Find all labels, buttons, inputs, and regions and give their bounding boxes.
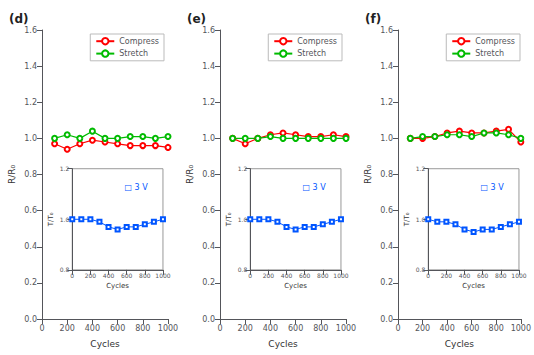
svg-text:T/T₀: T/T₀ xyxy=(403,212,411,227)
svg-text:1.6: 1.6 xyxy=(380,26,393,35)
svg-text:T/T₀: T/T₀ xyxy=(47,212,55,227)
svg-text:Cycles: Cycles xyxy=(90,339,120,349)
svg-text:R/R₀: R/R₀ xyxy=(185,165,195,185)
svg-text:(f): (f) xyxy=(365,12,381,26)
svg-text:200: 200 xyxy=(415,324,430,333)
svg-text:800: 800 xyxy=(135,324,150,333)
svg-text:1.0: 1.0 xyxy=(380,134,393,143)
svg-text:0.2: 0.2 xyxy=(24,278,37,287)
svg-text:Stretch: Stretch xyxy=(475,49,504,58)
svg-text:R/R₀: R/R₀ xyxy=(7,165,17,185)
svg-text:0: 0 xyxy=(395,324,400,333)
svg-text:Compress: Compress xyxy=(475,37,515,46)
svg-text:Stretch: Stretch xyxy=(119,49,148,58)
svg-text:1.4: 1.4 xyxy=(24,62,37,71)
svg-text:1000: 1000 xyxy=(511,272,526,279)
svg-text:Stretch: Stretch xyxy=(297,49,326,58)
svg-text:0.0: 0.0 xyxy=(380,315,393,324)
svg-text:1000: 1000 xyxy=(155,272,170,279)
svg-text:1.2: 1.2 xyxy=(60,165,70,172)
svg-text:Cycles: Cycles xyxy=(268,339,298,349)
svg-text:0: 0 xyxy=(39,324,44,333)
svg-text:400: 400 xyxy=(439,324,454,333)
svg-text:200: 200 xyxy=(85,272,97,279)
svg-text:400: 400 xyxy=(459,272,471,279)
svg-text:1.2: 1.2 xyxy=(380,98,393,107)
svg-text:800: 800 xyxy=(139,272,151,279)
svg-text:0: 0 xyxy=(70,272,74,279)
svg-text:1.2: 1.2 xyxy=(238,165,248,172)
svg-text:800: 800 xyxy=(313,324,328,333)
svg-text:0: 0 xyxy=(217,324,222,333)
svg-text:0.8: 0.8 xyxy=(24,170,37,179)
svg-text:Cycles: Cycles xyxy=(445,339,475,349)
svg-text:1.0: 1.0 xyxy=(416,216,426,223)
svg-text:0: 0 xyxy=(426,272,430,279)
svg-text:0.8: 0.8 xyxy=(380,170,393,179)
svg-text:0.8: 0.8 xyxy=(60,266,70,273)
svg-text:1.0: 1.0 xyxy=(60,216,70,223)
svg-text:1000: 1000 xyxy=(158,324,178,333)
svg-text:200: 200 xyxy=(238,324,253,333)
svg-text:0.8: 0.8 xyxy=(238,266,248,273)
svg-text:T/T₀: T/T₀ xyxy=(225,212,233,227)
svg-text:0.2: 0.2 xyxy=(380,278,393,287)
svg-text:400: 400 xyxy=(281,272,293,279)
svg-text:400: 400 xyxy=(103,272,115,279)
svg-text:200: 200 xyxy=(441,272,453,279)
svg-text:600: 600 xyxy=(464,324,479,333)
svg-text:600: 600 xyxy=(121,272,133,279)
svg-text:Compress: Compress xyxy=(119,37,159,46)
svg-text:0.4: 0.4 xyxy=(380,242,393,251)
svg-text:(d): (d) xyxy=(9,12,29,26)
svg-text:600: 600 xyxy=(299,272,311,279)
svg-text:Cycles: Cycles xyxy=(284,282,307,290)
svg-text:1000: 1000 xyxy=(336,324,356,333)
svg-text:600: 600 xyxy=(477,272,489,279)
svg-text:Cycles: Cycles xyxy=(462,282,485,290)
svg-text:□ 3 V: □ 3 V xyxy=(302,183,326,192)
svg-text:1.0: 1.0 xyxy=(24,134,37,143)
svg-text:800: 800 xyxy=(495,272,507,279)
svg-text:□ 3 V: □ 3 V xyxy=(480,183,504,192)
svg-text:800: 800 xyxy=(317,272,329,279)
svg-text:0.8: 0.8 xyxy=(416,266,426,273)
svg-text:Cycles: Cycles xyxy=(106,282,129,290)
svg-text:0.8: 0.8 xyxy=(202,170,215,179)
svg-text:0.6: 0.6 xyxy=(202,206,215,215)
svg-text:□ 3 V: □ 3 V xyxy=(124,183,148,192)
svg-text:1.2: 1.2 xyxy=(24,98,37,107)
svg-text:600: 600 xyxy=(110,324,125,333)
svg-text:0.4: 0.4 xyxy=(24,242,37,251)
svg-text:Compress: Compress xyxy=(297,37,337,46)
svg-text:1.6: 1.6 xyxy=(202,26,215,35)
svg-text:0.4: 0.4 xyxy=(202,242,215,251)
svg-text:200: 200 xyxy=(60,324,75,333)
svg-text:1.0: 1.0 xyxy=(238,216,248,223)
svg-text:1.4: 1.4 xyxy=(380,62,393,71)
svg-text:800: 800 xyxy=(489,324,504,333)
svg-text:1000: 1000 xyxy=(333,272,348,279)
svg-text:0.2: 0.2 xyxy=(202,278,215,287)
svg-text:200: 200 xyxy=(263,272,275,279)
svg-text:0.6: 0.6 xyxy=(24,206,37,215)
svg-text:1000: 1000 xyxy=(511,324,531,333)
svg-text:1.2: 1.2 xyxy=(202,98,215,107)
svg-text:0.6: 0.6 xyxy=(380,206,393,215)
svg-text:0: 0 xyxy=(248,272,252,279)
svg-text:R/R₀: R/R₀ xyxy=(363,165,373,185)
svg-text:1.4: 1.4 xyxy=(202,62,215,71)
svg-text:600: 600 xyxy=(288,324,303,333)
svg-text:400: 400 xyxy=(263,324,278,333)
svg-text:1.2: 1.2 xyxy=(416,165,426,172)
svg-text:0.0: 0.0 xyxy=(202,315,215,324)
svg-text:1.6: 1.6 xyxy=(24,26,37,35)
svg-text:1.0: 1.0 xyxy=(202,134,215,143)
svg-text:0.0: 0.0 xyxy=(24,315,37,324)
svg-text:400: 400 xyxy=(85,324,100,333)
svg-text:(e): (e) xyxy=(187,12,206,26)
